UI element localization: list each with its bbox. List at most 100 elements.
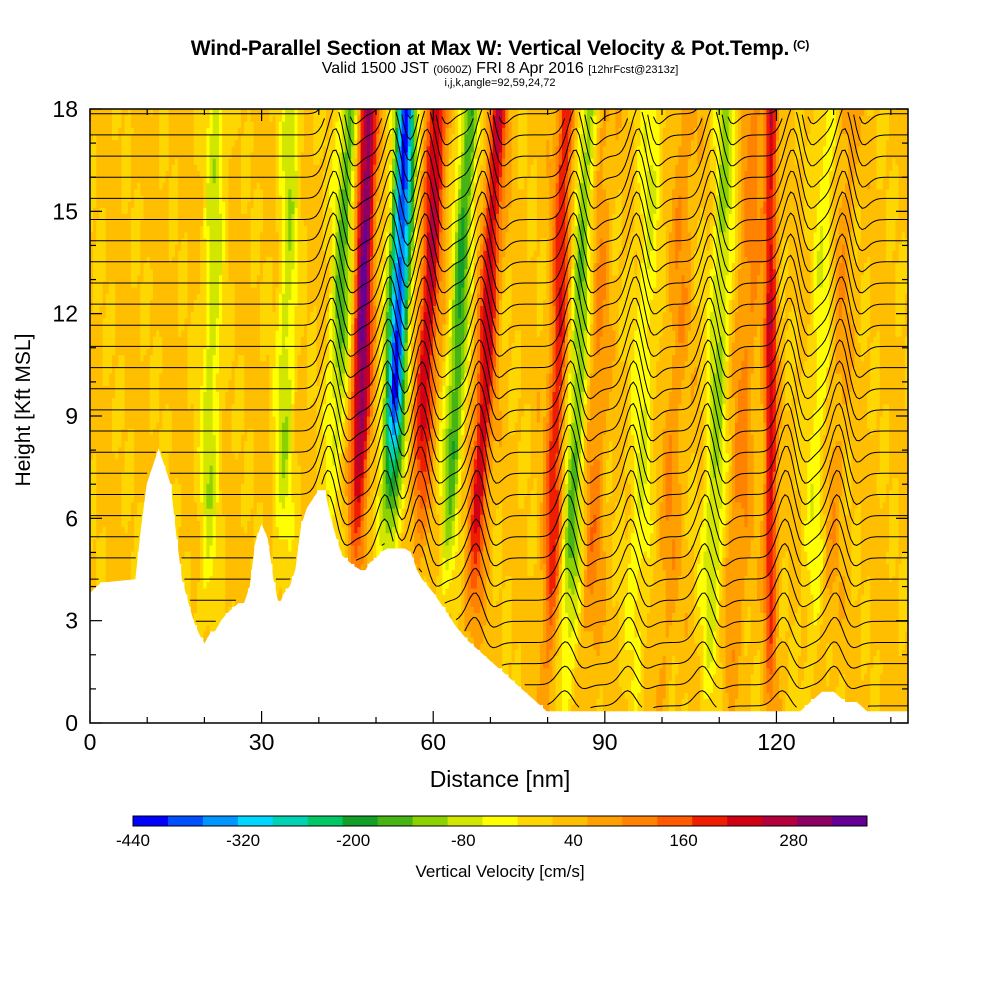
velocity-cell	[282, 477, 286, 484]
velocity-cell	[99, 140, 103, 147]
velocity-cell	[99, 471, 103, 478]
velocity-cell	[288, 490, 292, 497]
velocity-cell	[147, 330, 151, 337]
velocity-cell	[175, 269, 179, 276]
velocity-cell	[241, 594, 245, 601]
velocity-cell	[118, 508, 122, 515]
velocity-cell	[282, 539, 286, 546]
velocity-cell	[216, 152, 220, 159]
velocity-cell	[228, 318, 232, 325]
velocity-cell	[222, 183, 226, 190]
velocity-cell	[235, 170, 239, 177]
velocity-cell	[222, 109, 226, 116]
velocity-cell	[153, 379, 157, 386]
velocity-cell	[159, 391, 163, 398]
velocity-cell	[222, 520, 226, 527]
velocity-cell	[125, 477, 129, 484]
velocity-cell	[134, 545, 138, 552]
velocity-cell	[241, 269, 245, 276]
velocity-cell	[288, 109, 292, 116]
velocity-cell	[166, 404, 170, 411]
velocity-cell	[112, 373, 116, 380]
velocity-cell	[153, 269, 157, 276]
velocity-cell	[181, 238, 185, 245]
velocity-cell	[140, 158, 144, 165]
velocity-cell	[263, 336, 267, 343]
velocity-cell	[241, 428, 245, 435]
velocity-cell	[140, 115, 144, 122]
velocity-cell	[99, 502, 103, 509]
velocity-cell	[200, 404, 204, 411]
velocity-cell	[140, 293, 144, 300]
velocity-cell	[106, 336, 110, 343]
velocity-cell	[106, 140, 110, 147]
velocity-cell	[99, 312, 103, 319]
velocity-cell	[288, 269, 292, 276]
velocity-cell	[200, 428, 204, 435]
velocity-cell	[222, 164, 226, 171]
velocity-cell	[181, 275, 185, 282]
velocity-cell	[159, 238, 163, 245]
velocity-cell	[247, 293, 251, 300]
velocity-cell	[147, 422, 151, 429]
velocity-cell	[147, 299, 151, 306]
velocity-cell	[147, 293, 151, 300]
velocity-cell	[188, 588, 192, 595]
velocity-cell	[112, 269, 116, 276]
velocity-cell	[147, 373, 151, 380]
velocity-cell	[125, 152, 129, 159]
velocity-cell	[206, 355, 210, 362]
velocity-cell	[118, 152, 122, 159]
velocity-cell	[175, 299, 179, 306]
velocity-cell	[235, 441, 239, 448]
velocity-cell	[125, 299, 129, 306]
velocity-cell	[216, 170, 220, 177]
velocity-cell	[282, 232, 286, 239]
velocity-cell	[106, 146, 110, 153]
velocity-cell	[228, 146, 232, 153]
velocity-cell	[188, 428, 192, 435]
velocity-cell	[228, 441, 232, 448]
velocity-cell	[106, 576, 110, 583]
velocity-cell	[228, 453, 232, 460]
velocity-cell	[276, 275, 280, 282]
velocity-cell	[99, 226, 103, 233]
velocity-cell	[269, 459, 273, 466]
velocity-cell	[194, 299, 198, 306]
velocity-cell	[106, 428, 110, 435]
velocity-cell	[222, 539, 226, 546]
velocity-cell	[200, 508, 204, 515]
velocity-cell	[276, 416, 280, 423]
velocity-cell	[159, 281, 163, 288]
velocity-cell	[216, 404, 220, 411]
velocity-cell	[228, 232, 232, 239]
velocity-cell	[181, 471, 185, 478]
velocity-cell	[282, 379, 286, 386]
velocity-cell	[206, 422, 210, 429]
velocity-cell	[247, 379, 251, 386]
velocity-cell	[99, 299, 103, 306]
velocity-cell	[247, 459, 251, 466]
velocity-cell	[188, 551, 192, 558]
velocity-cell	[93, 127, 97, 134]
velocity-cell	[206, 140, 210, 147]
velocity-cell	[140, 490, 144, 497]
velocity-cell	[228, 459, 232, 466]
velocity-cell	[140, 453, 144, 460]
velocity-cell	[106, 269, 110, 276]
velocity-cell	[147, 441, 151, 448]
velocity-cell	[200, 625, 204, 632]
velocity-cell	[125, 410, 129, 417]
velocity-cell	[140, 269, 144, 276]
velocity-cell	[188, 441, 192, 448]
velocity-cell	[181, 527, 185, 534]
velocity-cell	[206, 226, 210, 233]
velocity-cell	[282, 398, 286, 405]
velocity-cell	[140, 146, 144, 153]
velocity-cell	[276, 201, 280, 208]
velocity-cell	[99, 349, 103, 356]
velocity-cell	[276, 570, 280, 577]
velocity-cell	[235, 539, 239, 546]
velocity-cell	[106, 226, 110, 233]
velocity-cell	[247, 299, 251, 306]
